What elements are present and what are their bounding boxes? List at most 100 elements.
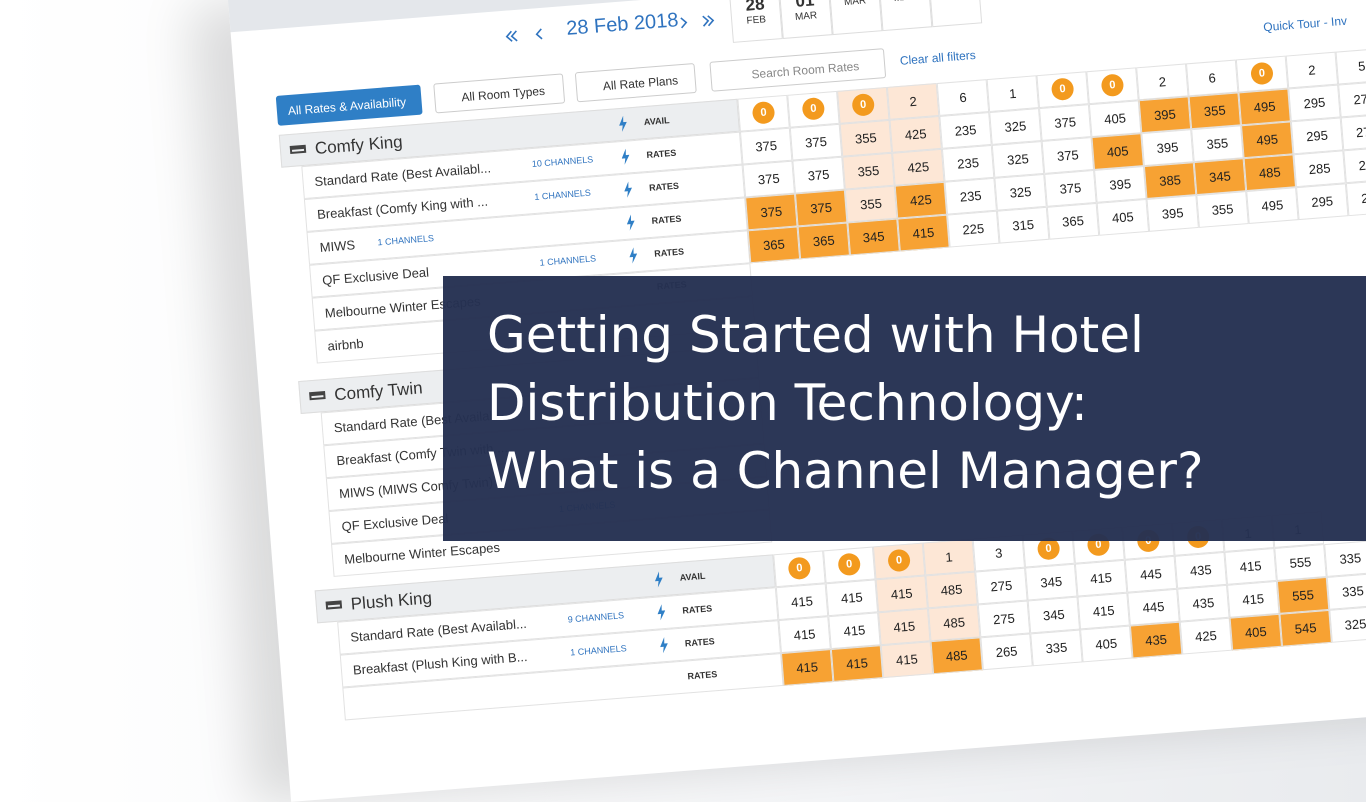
- rate-cell[interactable]: 375: [792, 156, 845, 194]
- rate-cell[interactable]: 485: [930, 637, 983, 675]
- rate-cell[interactable]: 435: [1177, 584, 1230, 622]
- rate-cell[interactable]: 355: [839, 119, 893, 157]
- rate-cell[interactable]: 335: [1324, 540, 1366, 577]
- channels-link[interactable]: 1 CHANNELS: [534, 187, 592, 202]
- rate-cell[interactable]: 275: [1340, 113, 1366, 151]
- clear-filters[interactable]: Clear all filters: [899, 47, 977, 68]
- rate-cell[interactable]: 415: [1077, 592, 1130, 630]
- rate-cell[interactable]: 375: [794, 189, 848, 227]
- rate-cell[interactable]: 375: [739, 127, 793, 165]
- rate-cell[interactable]: 235: [941, 144, 995, 182]
- rate-cell[interactable]: 395: [1094, 166, 1147, 203]
- rate-cell[interactable]: 555: [1274, 544, 1327, 581]
- rate-cell[interactable]: 435: [1174, 551, 1228, 589]
- rate-cell[interactable]: 365: [797, 222, 850, 260]
- rate-cell[interactable]: 415: [1224, 548, 1277, 585]
- rate-cell[interactable]: 365: [1046, 202, 1100, 240]
- rate-cell[interactable]: 345: [1025, 563, 1078, 601]
- rate-cell[interactable]: 395: [1146, 195, 1199, 232]
- rate-cell[interactable]: 355: [844, 185, 898, 223]
- rate-cell[interactable]: 225: [947, 210, 1000, 248]
- rate-plans-dropdown[interactable]: All Rate Plans: [574, 63, 697, 103]
- rate-cell[interactable]: 275: [975, 567, 1028, 605]
- rate-cell[interactable]: 485: [925, 571, 978, 609]
- nav-date[interactable]: 28 Feb 2018: [565, 9, 680, 40]
- rate-cell[interactable]: 355: [1191, 125, 1244, 163]
- rate-cell[interactable]: 285: [1293, 150, 1346, 188]
- rate-cell[interactable]: 235: [939, 112, 992, 149]
- rate-cell[interactable]: 415: [1074, 559, 1128, 597]
- rate-cell[interactable]: 365: [747, 226, 801, 264]
- rate-cell[interactable]: 335: [1030, 629, 1083, 667]
- rate-cell[interactable]: 355: [842, 152, 895, 190]
- all-rates-button[interactable]: All Rates & Availability: [275, 84, 423, 126]
- rate-cell[interactable]: 425: [892, 148, 945, 186]
- rate-cell[interactable]: 345: [1193, 158, 1247, 196]
- rate-cell[interactable]: 325: [1329, 605, 1366, 643]
- rate-cell[interactable]: 425: [889, 115, 942, 153]
- rate-cell[interactable]: 415: [875, 575, 928, 613]
- rate-cell[interactable]: 295: [1288, 84, 1341, 122]
- rate-cell[interactable]: 295: [1345, 179, 1366, 217]
- rate-cell[interactable]: 355: [1188, 92, 1241, 130]
- rate-cell[interactable]: 345: [1027, 596, 1081, 634]
- rate-cell[interactable]: 375: [1041, 137, 1095, 174]
- rate-cell[interactable]: 495: [1238, 88, 1291, 126]
- channels-link[interactable]: 1 CHANNELS: [569, 643, 628, 658]
- rate-cell[interactable]: 405: [1088, 100, 1142, 138]
- rate-cell[interactable]: 265: [980, 633, 1033, 671]
- channels-link[interactable]: 9 CHANNELS: [567, 610, 625, 625]
- rate-cell[interactable]: 485: [927, 604, 981, 642]
- rate-cell[interactable]: 425: [894, 181, 948, 219]
- rate-cell[interactable]: 415: [897, 214, 950, 252]
- rate-cell[interactable]: 275: [1338, 80, 1366, 118]
- search-input[interactable]: Search Room Rates: [709, 48, 887, 92]
- rate-cell[interactable]: 415: [778, 616, 831, 654]
- rate-cell[interactable]: 415: [775, 583, 829, 621]
- rate-cell[interactable]: 325: [989, 108, 1042, 145]
- rate-cell[interactable]: 375: [789, 123, 843, 161]
- rate-cell[interactable]: 435: [1129, 621, 1183, 659]
- rate-cell[interactable]: 415: [880, 641, 934, 679]
- rate-cell[interactable]: 265: [1343, 146, 1366, 184]
- rate-cell[interactable]: 405: [1096, 198, 1150, 236]
- rate-cell[interactable]: 485: [1243, 154, 1297, 192]
- rate-cell[interactable]: 395: [1141, 129, 1194, 167]
- rate-cell[interactable]: 495: [1240, 121, 1294, 159]
- rate-cell[interactable]: 335: [1326, 573, 1366, 610]
- rate-cell[interactable]: 555: [1276, 576, 1330, 614]
- rate-cell[interactable]: 315: [996, 206, 1050, 244]
- rate-cell[interactable]: 415: [1227, 580, 1280, 618]
- rate-cell[interactable]: 385: [1143, 162, 1197, 199]
- quick-tour[interactable]: Quick Tour - Inv: [1262, 13, 1348, 35]
- rate-cell[interactable]: 275: [977, 600, 1031, 638]
- rate-cell[interactable]: 355: [1196, 191, 1249, 228]
- rate-cell[interactable]: 325: [994, 173, 1047, 211]
- rate-cell[interactable]: 405: [1229, 613, 1283, 651]
- room-types-dropdown[interactable]: All Room Types: [433, 73, 566, 114]
- rate-cell[interactable]: 415: [878, 608, 931, 646]
- rate-cell[interactable]: 375: [1044, 169, 1097, 207]
- rate-cell[interactable]: 495: [1246, 187, 1299, 225]
- rate-cell[interactable]: 415: [825, 579, 879, 617]
- rate-cell[interactable]: 445: [1127, 588, 1180, 626]
- rate-cell[interactable]: 415: [830, 645, 884, 683]
- channels-link[interactable]: 1 CHANNELS: [377, 232, 435, 248]
- rate-cell[interactable]: 445: [1124, 555, 1178, 593]
- rate-cell[interactable]: 395: [1138, 96, 1192, 134]
- rate-cell[interactable]: 375: [745, 193, 798, 231]
- rate-cell[interactable]: 295: [1296, 183, 1349, 221]
- rate-cell[interactable]: 235: [944, 177, 997, 215]
- rate-cell[interactable]: 345: [847, 218, 900, 256]
- rate-cell[interactable]: 545: [1279, 609, 1332, 647]
- rate-cell[interactable]: 415: [828, 612, 881, 650]
- rate-cell[interactable]: 295: [1290, 117, 1344, 155]
- channels-link[interactable]: 1 CHANNELS: [539, 253, 597, 268]
- rate-cell[interactable]: 375: [1039, 104, 1092, 142]
- rate-cell[interactable]: 375: [742, 160, 795, 198]
- rate-cell[interactable]: 405: [1091, 133, 1144, 170]
- rate-cell[interactable]: 405: [1080, 625, 1133, 663]
- rate-cell[interactable]: 425: [1179, 617, 1233, 655]
- rate-cell[interactable]: 415: [780, 649, 834, 686]
- channels-link[interactable]: 10 CHANNELS: [531, 154, 594, 170]
